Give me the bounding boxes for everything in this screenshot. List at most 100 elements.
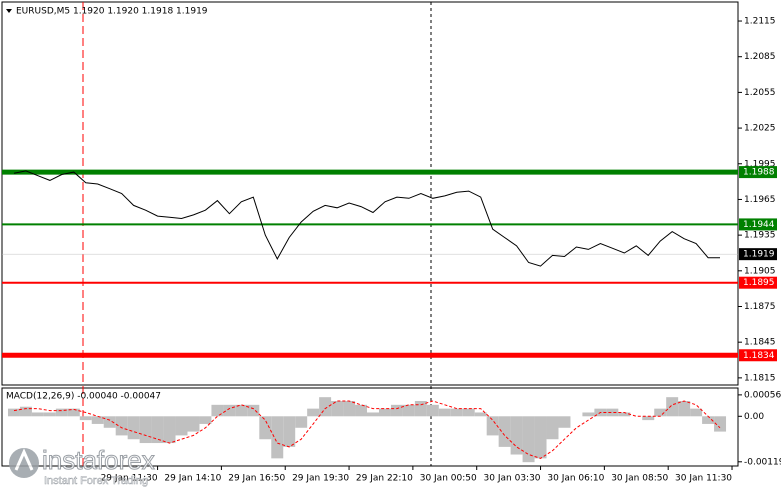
- y-tick-label: 1.2055: [744, 88, 776, 98]
- histogram-bar: [223, 404, 236, 417]
- tagline: Instant Forex Trading: [44, 475, 148, 487]
- x-tick-label: 29 Jan 22:10: [356, 474, 413, 484]
- x-tick-label: 29 Jan 16:50: [228, 474, 285, 484]
- brand: instaforex: [42, 445, 155, 475]
- level-label: 1.1834: [743, 351, 775, 361]
- histogram-bar: [271, 416, 284, 459]
- histogram-bar: [678, 401, 691, 417]
- histogram-bar: [546, 416, 559, 440]
- x-tick-label: 30 Jan 03:30: [484, 474, 541, 484]
- histogram-bar: [714, 416, 727, 432]
- histogram-bar: [127, 416, 140, 440]
- histogram-bar: [307, 408, 320, 417]
- histogram-bar: [43, 412, 56, 417]
- histogram-bar: [199, 416, 212, 424]
- level-label: 1.1988: [743, 168, 775, 178]
- histogram-bar: [666, 397, 679, 417]
- histogram-bar: [558, 416, 571, 428]
- histogram-bar: [259, 416, 272, 440]
- y-tick-label: 1.1965: [744, 195, 776, 205]
- histogram-bar: [331, 401, 344, 417]
- level-label: 1.1895: [743, 278, 775, 288]
- histogram-bar: [510, 416, 523, 455]
- y-tick-label: 1.2025: [744, 124, 776, 134]
- level-tag: [739, 349, 777, 362]
- x-tick-label: 30 Jan 06:10: [547, 474, 604, 484]
- histogram-bar: [390, 404, 403, 417]
- histogram-bar: [642, 416, 655, 421]
- y-tick-label: 1.1815: [744, 373, 776, 383]
- price-line: [13, 170, 720, 267]
- histogram-bar: [498, 416, 511, 447]
- x-tick-label: 30 Jan 08:50: [611, 474, 668, 484]
- histogram-bar: [355, 404, 368, 417]
- histogram-bar: [402, 404, 415, 417]
- watermark: instaforex Instant Forex Trading: [9, 444, 155, 487]
- histogram-bar: [295, 416, 308, 428]
- y-tick-label: 0.00: [744, 412, 764, 422]
- histogram-bar: [247, 404, 260, 417]
- y-tick-label: 1.2085: [744, 52, 776, 62]
- signal-line: [13, 400, 721, 459]
- x-tick-label: 30 Jan 00:50: [420, 474, 477, 484]
- level-tag: [739, 166, 777, 179]
- histogram-bar: [462, 408, 475, 417]
- histogram-bar: [211, 404, 224, 417]
- histogram-bar: [618, 412, 631, 417]
- histogram-bar: [175, 416, 188, 436]
- macd-panel: [1, 387, 739, 467]
- level-label: 1.1944: [743, 220, 775, 230]
- histogram-bar: [139, 416, 152, 444]
- histogram-bar: [414, 401, 427, 417]
- histogram-bar: [103, 416, 116, 428]
- histogram-bar: [606, 408, 619, 417]
- last-price-tag: [739, 248, 777, 261]
- x-tick-label: 30 Jan 11:30: [675, 474, 732, 484]
- symbol-header: EURUSD,M5 1.1920 1.1920 1.1918 1.1919: [16, 7, 208, 17]
- y-tick-label: 1.1845: [744, 338, 776, 348]
- histogram-bar: [474, 412, 487, 417]
- histogram-bar: [486, 416, 499, 436]
- histogram-bar: [163, 416, 176, 444]
- histogram-bar: [319, 397, 332, 417]
- histogram-bar: [654, 408, 667, 417]
- histogram-bar: [67, 408, 80, 417]
- histogram-bar: [115, 416, 128, 436]
- histogram-bar: [31, 412, 44, 417]
- last-price-label: 1.1919: [743, 250, 775, 260]
- histogram-bar: [343, 401, 356, 417]
- histogram-bar: [367, 412, 379, 417]
- histogram-bar: [582, 412, 595, 417]
- y-tick-label: 1.1875: [744, 302, 776, 312]
- y-tick-label: 1.1905: [744, 266, 776, 276]
- histogram-bar: [378, 408, 391, 417]
- histogram-bar: [19, 406, 32, 417]
- histogram-bar: [151, 416, 164, 444]
- macd-header: MACD(12,26,9) -0.00040 -0.00047: [6, 392, 161, 402]
- histogram-bar: [55, 408, 68, 417]
- y-tick-label: 1.1935: [744, 231, 776, 241]
- x-tick-label: 29 Jan 19:30: [292, 474, 349, 484]
- histogram-bar: [438, 408, 451, 417]
- histogram-bar: [187, 416, 200, 432]
- histogram-bar: [522, 416, 535, 463]
- logo-mark: [9, 448, 39, 478]
- plot-layer: 1.2115 1.2085 1.2055 1.2025 1.1995 1.1965 1.19…: [2, 17, 781, 484]
- histogram-bar: [91, 416, 104, 424]
- level-tag: [739, 218, 777, 231]
- histogram-bar: [690, 408, 703, 417]
- y-tick-label: 1.1995: [744, 159, 776, 169]
- level-tag: [739, 276, 777, 289]
- y-tick-label: -0.00119: [744, 457, 781, 467]
- histogram-bar: [426, 404, 439, 417]
- histogram-bar: [79, 416, 92, 421]
- x-tick-label: 29 Jan 14:10: [164, 474, 221, 484]
- price-panel: [1, 1, 739, 386]
- histogram-bar: [7, 408, 20, 417]
- histogram-bar: [235, 404, 248, 417]
- y-tick-label: 0.00056: [744, 390, 781, 400]
- histogram-bar: [702, 416, 715, 424]
- x-tick-label: 29 Jan 11:30: [101, 474, 158, 484]
